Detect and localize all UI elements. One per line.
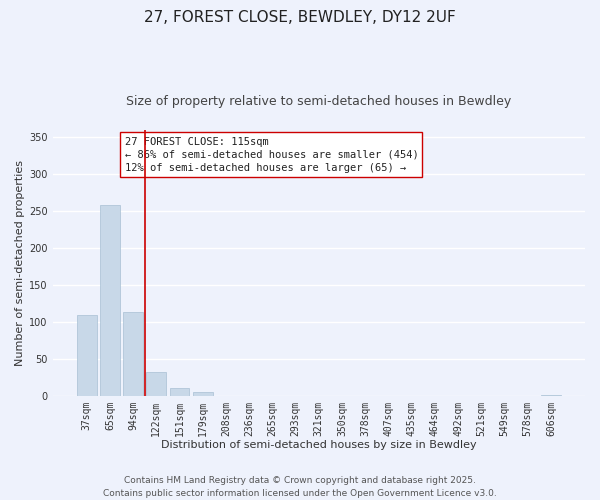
Text: 27 FOREST CLOSE: 115sqm
← 86% of semi-detached houses are smaller (454)
12% of s: 27 FOREST CLOSE: 115sqm ← 86% of semi-de…	[125, 136, 418, 173]
Title: Size of property relative to semi-detached houses in Bewdley: Size of property relative to semi-detach…	[126, 95, 511, 108]
Bar	[123, 312, 143, 396]
Y-axis label: Number of semi-detached properties: Number of semi-detached properties	[15, 160, 25, 366]
Bar	[170, 388, 190, 396]
Bar	[77, 314, 97, 396]
Bar	[193, 392, 212, 396]
Bar	[541, 395, 561, 396]
X-axis label: Distribution of semi-detached houses by size in Bewdley: Distribution of semi-detached houses by …	[161, 440, 476, 450]
Text: 27, FOREST CLOSE, BEWDLEY, DY12 2UF: 27, FOREST CLOSE, BEWDLEY, DY12 2UF	[144, 10, 456, 25]
Text: Contains HM Land Registry data © Crown copyright and database right 2025.
Contai: Contains HM Land Registry data © Crown c…	[103, 476, 497, 498]
Bar	[146, 372, 166, 396]
Bar	[100, 206, 120, 396]
